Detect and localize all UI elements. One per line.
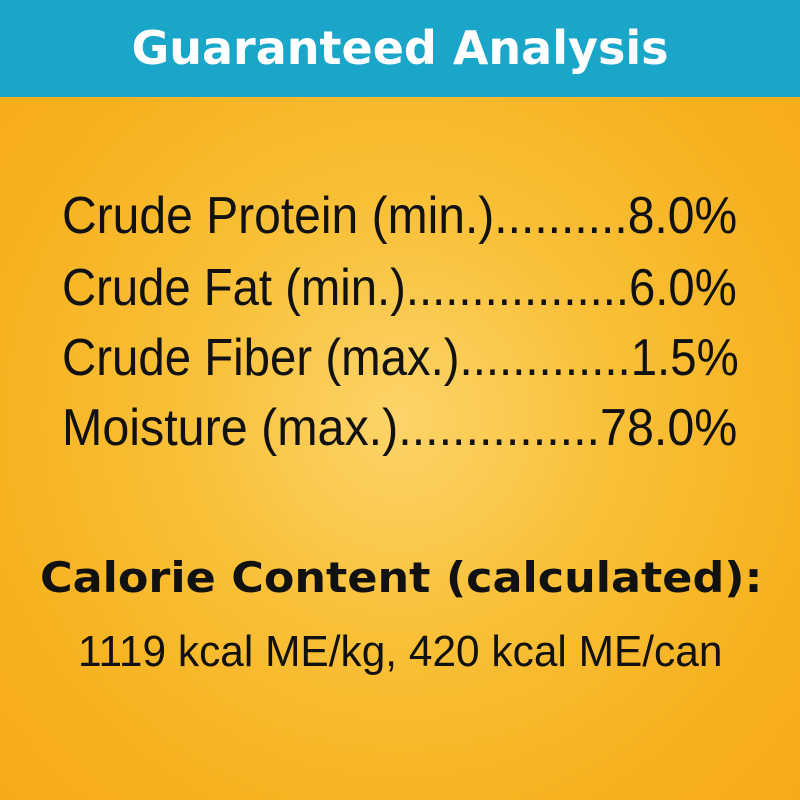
row-value: 6.0% <box>629 259 737 317</box>
header-banner <box>0 0 800 97</box>
row-leader: ............... <box>398 399 601 457</box>
calorie-heading: Calorie Content (calculated): <box>40 553 763 602</box>
row-label: Crude Fat (min.) <box>62 259 406 317</box>
row-value: 78.0% <box>600 399 738 457</box>
row-label: Moisture (max.) <box>62 399 399 457</box>
analysis-row-moisture: Moisture (max.)...............78.0% <box>62 398 737 458</box>
analysis-row-fat: Crude Fat (min.).................6.0% <box>62 258 737 318</box>
analysis-row-fiber: Crude Fiber (max.).............1.5% <box>62 328 739 388</box>
analysis-row-protein: Crude Protein (min.)..........8.0% <box>62 186 737 246</box>
row-leader: ............. <box>459 329 631 387</box>
calorie-text: 1119 kcal ME/kg, 420 kcal ME/can <box>78 627 723 676</box>
row-label: Crude Fiber (max.) <box>62 329 460 387</box>
row-value: 8.0% <box>627 187 738 245</box>
row-value: 1.5% <box>630 329 739 387</box>
row-leader: ................. <box>405 259 630 317</box>
row-leader: .......... <box>494 187 628 245</box>
page-title: Guaranteed Analysis <box>131 21 669 75</box>
row-label: Crude Protein (min.) <box>62 187 495 245</box>
